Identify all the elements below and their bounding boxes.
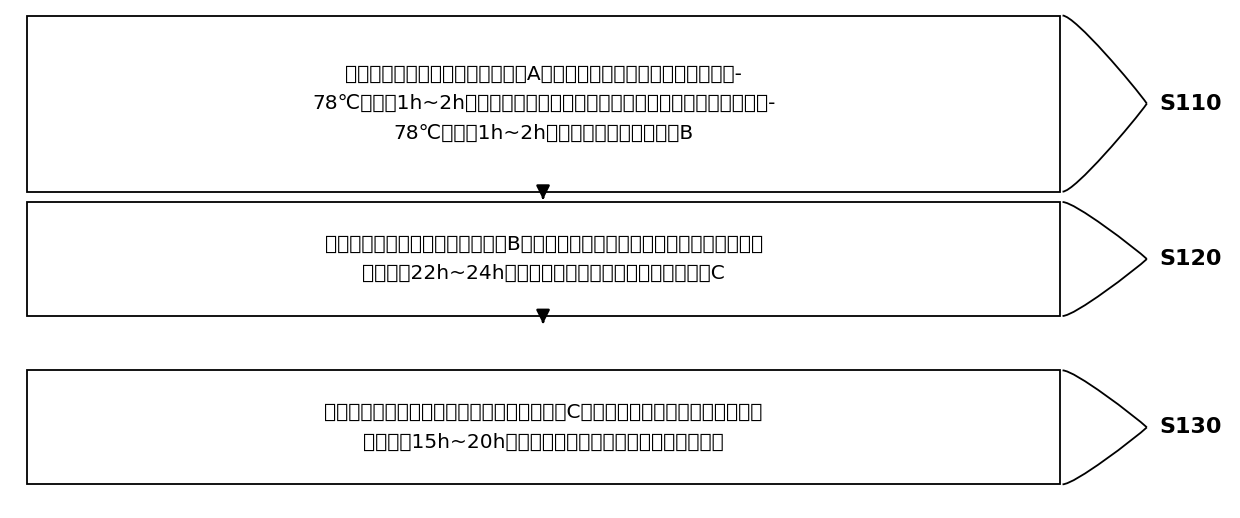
Text: S120: S120: [1159, 249, 1221, 269]
Text: 在第三保护气体氛围中，将乙酰丙酮和化合物C溶于第三溶剂中，加入碱催化剂，
回流反应15h~20h，分离纯化后得到红色磷光铱金属配合物: 在第三保护气体氛围中，将乙酰丙酮和化合物C溶于第三溶剂中，加入碱催化剂， 回流反…: [325, 403, 763, 452]
Bar: [27, 202, 1060, 316]
Text: 在第一保护气体氛围中，将化合物A和二异丙胺基锂溶于第一溶剂中，于-
78℃下反应1h~2h得到中间反应液，向中间反应液中加入三氟乙酸乙酯，于-
78℃下反应1h: 在第一保护气体氛围中，将化合物A和二异丙胺基锂溶于第一溶剂中，于- 78℃下反应…: [312, 65, 775, 142]
Bar: [27, 16, 1060, 192]
Text: S110: S110: [1159, 94, 1221, 113]
Bar: [27, 370, 1060, 484]
Text: 在第二保护气体氛围中，将化合物B和三水合三氯化铱溶于第二溶剂中，避光状态
回流反应22h~24h，过滤后收集沉淀并洗涤，得到化合物C: 在第二保护气体氛围中，将化合物B和三水合三氯化铱溶于第二溶剂中，避光状态 回流反…: [325, 235, 763, 283]
Text: S130: S130: [1159, 418, 1221, 437]
